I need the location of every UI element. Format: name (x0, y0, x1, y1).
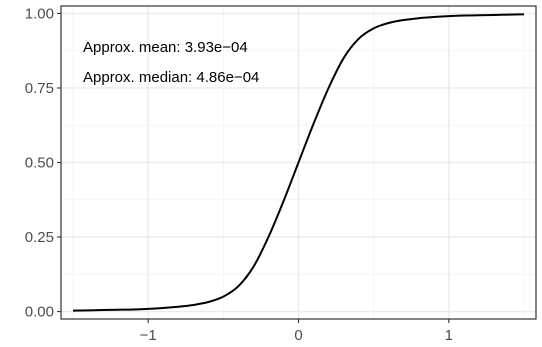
y-tick-label: 0.00 (25, 304, 54, 321)
median-annotation: Approx. median: 4.86e−04 (83, 69, 259, 86)
series-group (73, 13, 524, 312)
x-tick-label: 0 (294, 327, 302, 344)
y-tick-label: 1.00 (25, 5, 54, 22)
x-tick-label: −1 (140, 327, 157, 344)
annotations: Approx. mean: 3.93e−04 Approx. median: 4… (83, 39, 259, 86)
series-line (73, 13, 524, 312)
y-tick-label: 0.75 (25, 80, 54, 97)
x-tick-label: 1 (445, 327, 453, 344)
y-tick-label: 0.25 (25, 229, 54, 246)
mean-annotation: Approx. mean: 3.93e−04 (83, 39, 248, 56)
y-tick-label: 0.50 (25, 155, 54, 172)
axis-ticks: −1 0 1 0.00 0.25 0.50 0.75 1.00 (25, 5, 453, 344)
